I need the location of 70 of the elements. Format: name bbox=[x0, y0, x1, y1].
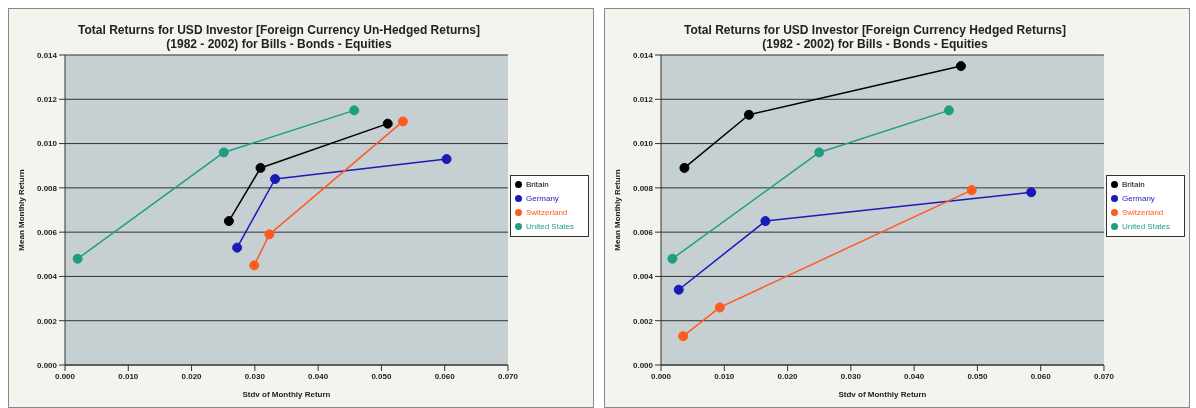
point bbox=[223, 216, 234, 227]
chart-title: Total Returns for USD Investor [Foreign Currency Un-Hedged Returns] (1982 - 2002) for Bills - Bonds - Equities bbox=[77, 23, 481, 51]
y-tick-label: 0.010 bbox=[632, 139, 654, 149]
x-tick-label: 0.030 bbox=[840, 371, 862, 381]
y-tick-label: 0.006 bbox=[632, 227, 654, 237]
point bbox=[397, 116, 408, 127]
legend-label: Switzerland bbox=[525, 208, 568, 217]
y-tick-label: 0.002 bbox=[36, 316, 58, 326]
y-tick-label: 0.012 bbox=[36, 95, 58, 105]
x-tick-label: 0.020 bbox=[181, 371, 203, 381]
legend-label: Germany bbox=[1121, 194, 1155, 203]
y-tick-label: 0.012 bbox=[632, 95, 654, 105]
y-tick-label: 0.008 bbox=[36, 183, 58, 193]
y-tick-label: 0.014 bbox=[36, 50, 58, 60]
x-tick-label: 0.070 bbox=[497, 371, 519, 381]
y-axis-title: Mean Monthly Return bbox=[16, 169, 26, 251]
point bbox=[678, 331, 689, 342]
y-tick-label: 0.000 bbox=[632, 360, 654, 370]
x-tick-label: 0.000 bbox=[54, 371, 76, 381]
y-tick-label: 0.014 bbox=[632, 50, 654, 60]
point bbox=[679, 162, 690, 173]
x-tick-label: 0.060 bbox=[434, 371, 456, 381]
point bbox=[667, 253, 678, 264]
legend-label: Germany bbox=[525, 194, 559, 203]
point bbox=[955, 61, 966, 72]
x-tick-label: 0.070 bbox=[1093, 371, 1115, 381]
legend-label: Britain bbox=[525, 180, 549, 189]
point bbox=[249, 260, 260, 271]
point bbox=[441, 154, 452, 165]
x-tick-label: 0.000 bbox=[650, 371, 672, 381]
x-tick-label: 0.040 bbox=[904, 371, 925, 381]
x-tick-label: 0.040 bbox=[308, 371, 329, 381]
y-tick-label: 0.004 bbox=[36, 272, 58, 282]
y-tick-label: 0.006 bbox=[36, 227, 58, 237]
point bbox=[966, 185, 977, 196]
point bbox=[382, 118, 393, 129]
point bbox=[72, 253, 83, 264]
x-tick-label: 0.060 bbox=[1030, 371, 1052, 381]
y-tick-label: 0.000 bbox=[36, 360, 58, 370]
x-tick-label: 0.010 bbox=[118, 371, 139, 381]
legend-label: Switzerland bbox=[1121, 208, 1164, 217]
point bbox=[264, 229, 275, 240]
chart-title: Total Returns for USD Investor [Foreign Currency Hedged Returns] (1982 - 2002) for Bills - Bonds - Equities bbox=[683, 23, 1067, 51]
x-tick-label: 0.030 bbox=[244, 371, 266, 381]
point bbox=[232, 242, 243, 253]
y-tick-label: 0.008 bbox=[632, 183, 654, 193]
x-tick-label: 0.010 bbox=[714, 371, 735, 381]
point bbox=[814, 147, 825, 158]
legend-label: United States bbox=[1121, 222, 1170, 231]
x-tick-label: 0.020 bbox=[777, 371, 799, 381]
y-tick-label: 0.004 bbox=[632, 272, 654, 282]
point bbox=[743, 109, 754, 120]
y-tick-label: 0.010 bbox=[36, 139, 58, 149]
y-axis-title: Mean Monthly Return bbox=[612, 169, 622, 251]
legend-label: Britain bbox=[1121, 180, 1145, 189]
point bbox=[349, 105, 360, 116]
legend-label: United States bbox=[525, 222, 574, 231]
point bbox=[943, 105, 954, 116]
point bbox=[673, 284, 684, 295]
point bbox=[1026, 187, 1037, 198]
point bbox=[255, 162, 266, 173]
point bbox=[714, 302, 725, 313]
point bbox=[218, 147, 229, 158]
y-tick-label: 0.002 bbox=[632, 316, 654, 326]
x-axis-title: Stdv of Monthly Return bbox=[242, 390, 331, 399]
x-tick-label: 0.050 bbox=[371, 371, 392, 381]
x-tick-label: 0.050 bbox=[967, 371, 988, 381]
point bbox=[270, 174, 281, 184]
x-axis-title: Stdv of Monthly Return bbox=[838, 390, 927, 399]
point bbox=[760, 216, 771, 227]
